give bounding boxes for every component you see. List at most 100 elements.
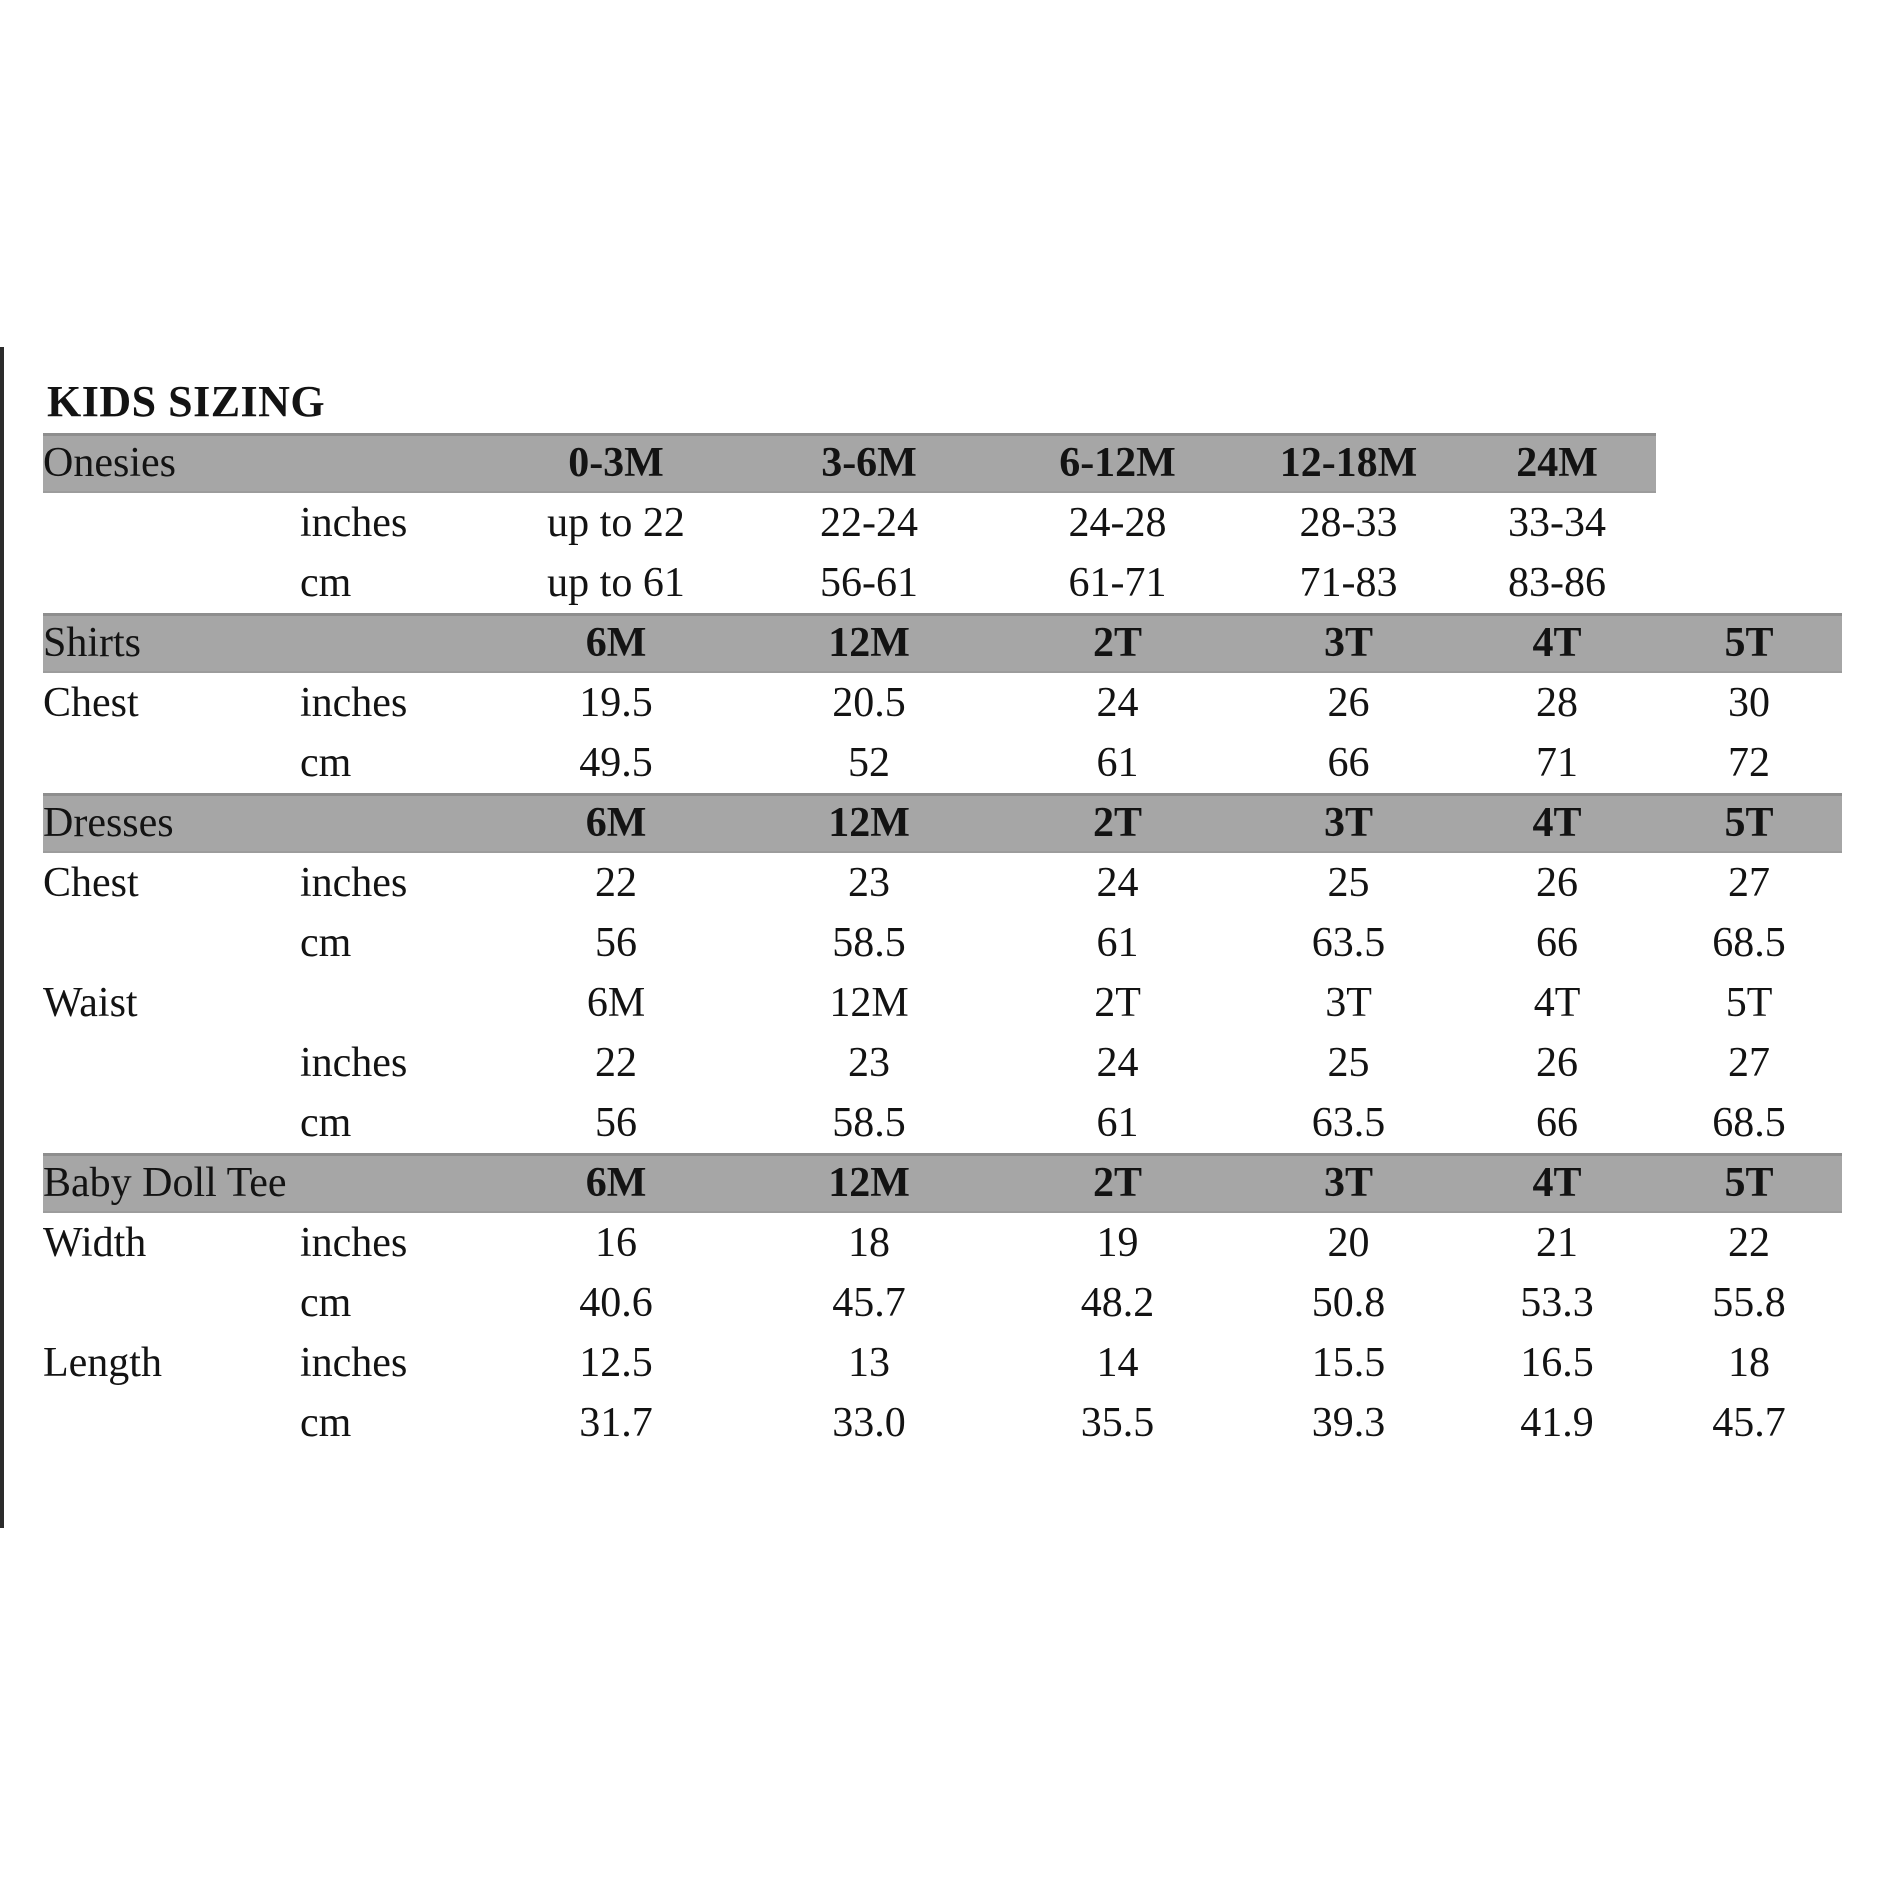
value-cell: 31.7	[579, 1400, 653, 1446]
value-cell: 72	[1728, 740, 1771, 786]
row-label: Length	[43, 1340, 162, 1386]
value-cell: 61	[1096, 920, 1139, 966]
subheader-row-waist: Waist 6M 12M 2T 3T 4T 5T	[43, 973, 1842, 1033]
unit-label: cm	[300, 920, 352, 966]
value-cell: 58.5	[832, 920, 906, 966]
data-row: Chest inches 19.5 20.5 24 26 28 30	[43, 673, 1842, 733]
value-cell: 22	[595, 1040, 638, 1086]
value-cell: 61-71	[1068, 560, 1167, 606]
unit-label: inches	[300, 1340, 408, 1386]
data-row: Length inches 12.5 13 14 15.5 16.5 18	[43, 1333, 1842, 1393]
size-header-cell: 4T	[1458, 793, 1657, 853]
value-cell: 66	[1536, 920, 1579, 966]
value-cell: 24	[1096, 1040, 1139, 1086]
section-label: Baby Doll Tee	[43, 1153, 491, 1213]
value-cell: 53.3	[1520, 1280, 1594, 1326]
value-cell: up to 22	[547, 500, 685, 546]
size-header-cell: 3T	[1239, 613, 1459, 673]
data-row: cm 56 58.5 61 63.5 66 68.5	[43, 913, 1842, 973]
row-label	[43, 913, 300, 973]
unit-label: inches	[300, 1040, 408, 1086]
value-cell: 49.5	[579, 740, 653, 786]
unit-label: inches	[300, 680, 408, 726]
section-label: Dresses	[43, 793, 491, 853]
unit-label: inches	[300, 1220, 408, 1266]
value-cell: 58.5	[832, 1100, 906, 1146]
size-header-cell: 5T	[1656, 1153, 1843, 1213]
size-header-cell: 24M	[1458, 433, 1657, 493]
value-cell: 56-61	[820, 560, 919, 606]
value-cell: 56	[595, 1100, 638, 1146]
value-cell: 61	[1096, 1100, 1139, 1146]
empty-cell	[1656, 433, 1842, 493]
section-label: Onesies	[43, 433, 491, 493]
value-cell: 22	[595, 860, 638, 906]
size-header-cell: 6M	[586, 980, 646, 1026]
size-header-cell: 2T	[996, 613, 1240, 673]
size-header-cell: 4T	[1458, 1153, 1657, 1213]
value-cell: 41.9	[1520, 1400, 1594, 1446]
section-row-shirts: Shirts 6M 12M 2T 3T 4T 5T	[43, 613, 1843, 673]
size-header-cell: 3T	[1325, 980, 1372, 1026]
data-row: cm 56 58.5 61 63.5 66 68.5	[43, 1093, 1842, 1153]
value-cell: 56	[595, 920, 638, 966]
row-label	[43, 553, 300, 613]
value-cell: 48.2	[1080, 1280, 1155, 1326]
value-cell: 50.8	[1311, 1280, 1386, 1326]
size-header-cell: 12M	[829, 980, 909, 1026]
data-row: Width inches 16 18 19 20 21 22	[43, 1213, 1842, 1273]
value-cell: 35.5	[1080, 1400, 1155, 1446]
value-cell: 25	[1327, 1040, 1370, 1086]
size-header-cell: 4T	[1458, 613, 1657, 673]
kids-sizing-table: Onesies 0-3M 3-6M 6-12M 12-18M 24M inche…	[43, 433, 1843, 1453]
value-cell: 25	[1327, 860, 1370, 906]
value-cell: 71-83	[1299, 560, 1398, 606]
value-cell: 24	[1096, 860, 1139, 906]
data-row: Chest inches 22 23 24 25 26 27	[43, 853, 1842, 913]
size-header-cell: 3T	[1239, 793, 1459, 853]
value-cell: 68.5	[1712, 920, 1786, 966]
data-row: cm 40.6 45.7 48.2 50.8 53.3 55.8	[43, 1273, 1842, 1333]
size-header-cell: 12M	[742, 1153, 997, 1213]
left-edge-rule	[0, 347, 4, 1528]
value-cell: 66	[1536, 1100, 1579, 1146]
size-header-cell: 5T	[1656, 613, 1843, 673]
section-row-dresses: Dresses 6M 12M 2T 3T 4T 5T	[43, 793, 1843, 853]
value-cell: 61	[1096, 740, 1139, 786]
row-label	[43, 1093, 300, 1153]
row-label	[43, 1393, 300, 1453]
section-row-onesies: Onesies 0-3M 3-6M 6-12M 12-18M 24M	[43, 433, 1842, 493]
value-cell: 52	[848, 740, 891, 786]
row-label: Chest	[43, 680, 139, 726]
value-cell: 55.8	[1712, 1280, 1786, 1326]
size-header-cell: 12M	[742, 613, 997, 673]
unit-label: cm	[300, 1280, 352, 1326]
section-row-baby-doll-tee: Baby Doll Tee 6M 12M 2T 3T 4T 5T	[43, 1153, 1843, 1213]
value-cell: 12.5	[579, 1340, 653, 1386]
size-header-cell: 6M	[490, 793, 743, 853]
value-cell: 22-24	[820, 500, 919, 546]
value-cell: 13	[848, 1340, 891, 1386]
value-cell: 23	[848, 860, 891, 906]
size-header-cell: 4T	[1533, 980, 1581, 1026]
size-header-cell: 2T	[996, 793, 1240, 853]
value-cell: 83-86	[1508, 560, 1607, 606]
unit-label: inches	[300, 860, 408, 906]
row-label	[43, 1273, 300, 1333]
value-cell: up to 61	[547, 560, 685, 606]
value-cell: 26	[1327, 680, 1370, 726]
value-cell: 33-34	[1508, 500, 1607, 546]
row-label	[43, 493, 300, 553]
data-row: cm up to 61 56-61 61-71 71-83 83-86	[43, 553, 1842, 613]
value-cell: 20.5	[832, 680, 906, 726]
data-row: cm 31.7 33.0 35.5 39.3 41.9 45.7	[43, 1393, 1842, 1453]
section-label: Shirts	[43, 613, 491, 673]
unit-label: inches	[300, 500, 408, 546]
row-label: Chest	[43, 860, 139, 906]
row-label	[43, 1033, 300, 1093]
value-cell: 15.5	[1311, 1340, 1386, 1386]
empty-cell	[1656, 493, 1842, 553]
unit-label: cm	[300, 1400, 352, 1446]
value-cell: 20	[1327, 1220, 1370, 1266]
